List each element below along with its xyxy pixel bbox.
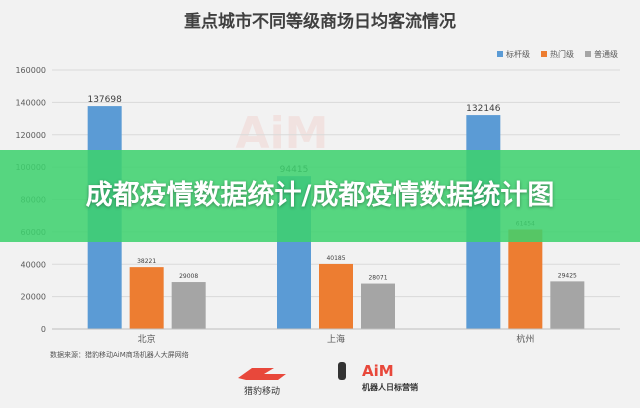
banner-title: 成都疫情数据统计/成都疫情数据统计图 bbox=[85, 180, 555, 211]
bar-value-label: 40185 bbox=[326, 255, 345, 262]
y-tick-label: 120000 bbox=[15, 131, 46, 140]
y-tick-label: 20000 bbox=[21, 293, 46, 302]
x-tick-label: 杭州 bbox=[516, 333, 534, 345]
bar-3 bbox=[171, 282, 206, 329]
y-tick-label: 40000 bbox=[21, 260, 46, 269]
cheetah-logo-icon bbox=[238, 368, 286, 380]
legend-label: 标杆级 bbox=[506, 49, 530, 59]
bar-2 bbox=[319, 263, 353, 329]
x-tick-label: 上海 bbox=[327, 333, 345, 345]
bar-value-label: 132146 bbox=[466, 104, 501, 114]
x-tick-label: 北京 bbox=[138, 333, 156, 345]
bar-2 bbox=[129, 267, 164, 329]
y-tick-label: 160000 bbox=[15, 66, 46, 75]
bar-3 bbox=[550, 281, 585, 329]
data-source: 数据来源：猎豹移动AiM商场机器人大屏网络 bbox=[50, 351, 189, 359]
cheetah-logo: 猎豹移动 bbox=[228, 364, 308, 400]
legend-label: 普通级 bbox=[594, 49, 618, 59]
aim-logo-mark: AiM bbox=[362, 362, 394, 380]
bar-2 bbox=[508, 229, 543, 329]
aim-logo-icon: AiM bbox=[338, 362, 394, 380]
y-tick-label: 0 bbox=[41, 325, 46, 334]
bar-value-label: 29425 bbox=[558, 272, 577, 279]
bar-value-label: 29008 bbox=[179, 273, 198, 280]
x-axis: 北京 上海 杭州 bbox=[52, 328, 620, 345]
legend-swatch bbox=[585, 51, 591, 57]
legend: 标杆级 热门级 普通级 bbox=[497, 49, 618, 59]
legend-swatch bbox=[497, 51, 503, 57]
bar-value-label: 28071 bbox=[368, 275, 387, 282]
bar-value-label: 38221 bbox=[137, 258, 156, 265]
bar-value-label: 137698 bbox=[87, 95, 122, 105]
aim-logo-text: 机器人日标营销 bbox=[362, 383, 418, 392]
bar-3 bbox=[361, 283, 395, 329]
cheetah-logo-text: 猎豹移动 bbox=[244, 387, 281, 397]
chart-title: 重点城市不同等级商场日均客流情况 bbox=[184, 11, 456, 32]
overlay-banner: 成都疫情数据统计/成都疫情数据统计图 bbox=[0, 150, 640, 242]
legend-swatch bbox=[541, 51, 547, 57]
aim-logo: AiM 机器人日标营销 bbox=[336, 360, 446, 404]
legend-label: 热门级 bbox=[550, 49, 574, 59]
y-tick-label: 140000 bbox=[15, 98, 46, 107]
